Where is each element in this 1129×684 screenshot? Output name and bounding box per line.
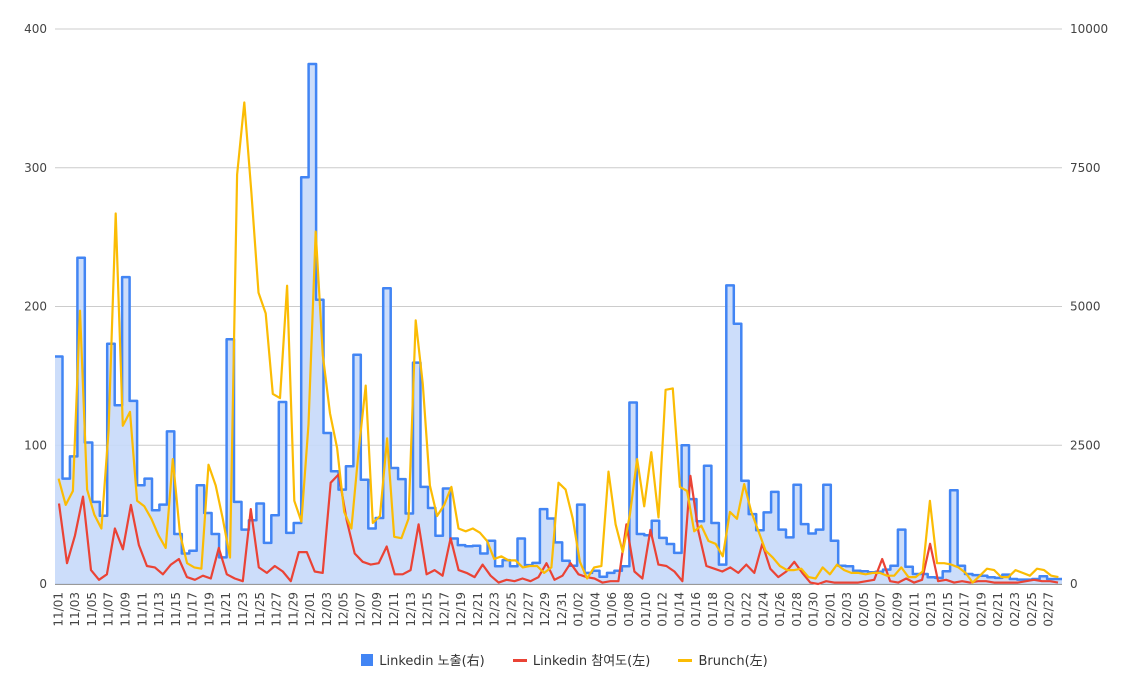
left-tick-label: 0	[39, 577, 47, 591]
x-tick-label: 02/03	[840, 592, 854, 627]
line-layer	[57, 101, 1059, 586]
x-tick-label: 01/18	[706, 592, 720, 627]
x-tick-label: 01/16	[689, 592, 703, 627]
x-tick-label: 12/05	[337, 592, 351, 627]
x-tick-label: 02/23	[1008, 592, 1022, 627]
x-tick-label: 11/03	[68, 592, 82, 627]
x-tick-label: 01/28	[790, 592, 804, 627]
x-tick-label: 01/24	[756, 592, 770, 627]
x-tick-label: 12/25	[505, 592, 519, 627]
right-tick-label: 10000	[1070, 22, 1108, 36]
x-tick-label: 01/02	[572, 592, 586, 627]
x-tick-label: 02/27	[1042, 592, 1056, 627]
x-tick-label: 11/29	[286, 592, 300, 627]
x-tick-label: 01/10	[639, 592, 653, 627]
x-tick-label: 11/05	[85, 592, 99, 627]
x-tick-label: 11/13	[152, 592, 166, 627]
right-tick-label: 2500	[1070, 438, 1101, 452]
x-tick-label: 02/11	[907, 592, 921, 627]
legend-label: Linkedin 참여도(左)	[532, 654, 651, 669]
x-tick-label: 12/19	[454, 592, 468, 627]
x-tick-label: 12/09	[370, 592, 384, 627]
x-tick-label: 12/11	[387, 592, 401, 627]
left-axis-ticks: 0 100 200 300 400	[24, 22, 47, 591]
right-tick-label: 0	[1070, 577, 1078, 591]
x-tick-label: 02/19	[974, 592, 988, 627]
x-tick-label: 02/17	[958, 592, 972, 627]
x-tick-label: 12/07	[354, 592, 368, 627]
x-tick-label: 01/06	[605, 592, 619, 627]
left-tick-label: 100	[24, 438, 47, 452]
legend-item-linkedin-impressions[interactable]: Linkedin 노출(右)	[361, 650, 485, 669]
left-tick-label: 200	[24, 300, 47, 314]
x-tick-label: 01/14	[672, 592, 686, 627]
x-tick-label: 01/08	[622, 592, 636, 627]
x-tick-label: 02/09	[891, 592, 905, 627]
x-tick-label: 12/31	[555, 592, 569, 627]
x-tick-label: 11/09	[119, 592, 133, 627]
legend: Linkedin 노출(右) Linkedin 참여도(左) Brunch(左)	[0, 650, 1129, 669]
x-tick-label: 12/03	[320, 592, 334, 627]
right-tick-label: 5000	[1070, 300, 1101, 314]
x-tick-label: 12/23	[488, 592, 502, 627]
x-tick-label: 11/11	[135, 592, 149, 627]
x-tick-label: 01/20	[723, 592, 737, 627]
x-tick-label: 11/15	[169, 592, 183, 627]
left-tick-label: 400	[24, 22, 47, 36]
x-tick-label: 01/22	[740, 592, 754, 627]
x-tick-label: 02/15	[941, 592, 955, 627]
x-tick-label: 02/21	[991, 592, 1005, 627]
series-line-linkedin-engagement	[57, 473, 1059, 586]
x-tick-label: 11/17	[186, 592, 200, 627]
x-tick-label: 11/27	[270, 592, 284, 627]
x-tick-label: 02/25	[1025, 592, 1039, 627]
x-tick-label: 11/25	[253, 592, 267, 627]
legend-item-brunch[interactable]: Brunch(左)	[678, 650, 768, 669]
x-tick-label: 11/19	[202, 592, 216, 627]
x-axis-ticks: 11/01 11/03 11/05 11/07 11/09 11/11 11/13 11/15…	[51, 592, 1055, 627]
series-line-brunch	[57, 101, 1059, 584]
x-tick-label: 02/05	[857, 592, 871, 627]
x-tick-label: 02/07	[874, 592, 888, 627]
x-tick-label: 11/01	[51, 592, 65, 627]
x-tick-label: 12/13	[404, 592, 418, 627]
right-axis-ticks: 0 2500 5000 7500 10000	[1070, 22, 1108, 591]
x-tick-label: 12/17	[437, 592, 451, 627]
legend-label: Brunch(左)	[698, 654, 768, 669]
legend-label: Linkedin 노출(右)	[379, 654, 485, 669]
right-tick-label: 7500	[1070, 161, 1101, 175]
legend-swatch-blue	[361, 654, 374, 666]
x-tick-label: 02/01	[823, 592, 837, 627]
x-tick-label: 12/15	[421, 592, 435, 627]
x-tick-label: 01/30	[807, 592, 821, 627]
legend-item-linkedin-engagement[interactable]: Linkedin 참여도(左)	[512, 650, 651, 669]
x-tick-label: 01/12	[656, 592, 670, 627]
x-tick-label: 11/21	[219, 592, 233, 627]
x-tick-label: 01/26	[773, 592, 787, 627]
x-tick-label: 12/27	[521, 592, 535, 627]
x-tick-label: 11/07	[102, 592, 116, 627]
legend-swatch-red	[512, 659, 527, 662]
legend-swatch-yellow	[678, 659, 693, 662]
x-tick-label: 01/04	[588, 592, 602, 627]
x-tick-label: 12/21	[471, 592, 485, 627]
x-tick-label: 11/23	[236, 592, 250, 627]
x-tick-label: 02/13	[924, 592, 938, 627]
x-tick-label: 12/01	[303, 592, 317, 627]
x-tick-label: 12/29	[538, 592, 552, 627]
left-tick-label: 300	[24, 161, 47, 175]
